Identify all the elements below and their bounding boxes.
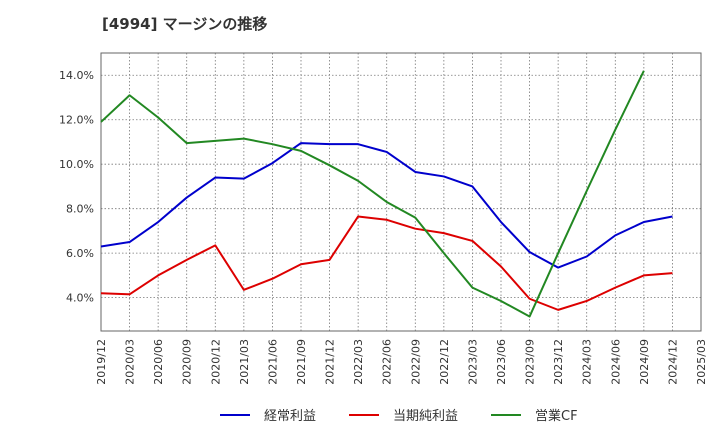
grid-lines (100, 53, 702, 331)
series-line (100, 142, 673, 269)
chart-title: [4994] マージンの推移 (102, 15, 268, 33)
x-tick-label: 2021/12 (324, 339, 337, 385)
y-tick-label: 6.0% (66, 247, 94, 260)
series-lines (100, 70, 673, 318)
x-tick-label: 2020/06 (152, 339, 165, 385)
x-tick-label: 2021/03 (238, 339, 251, 385)
x-tick-label: 2023/06 (495, 339, 508, 385)
y-tick-label: 4.0% (66, 292, 94, 305)
x-tick-label: 2024/03 (581, 339, 594, 385)
x-tick-label: 2019/12 (95, 339, 108, 385)
y-tick-label: 8.0% (66, 203, 94, 216)
x-tick-label: 2021/06 (266, 339, 279, 385)
y-tick-label: 10.0% (59, 158, 94, 171)
legend-label: 営業CF (535, 408, 578, 424)
x-tick-label: 2022/12 (438, 339, 451, 385)
x-tick-label: 2024/12 (666, 339, 679, 385)
x-tick-label: 2020/03 (124, 339, 137, 385)
y-tick-label: 14.0% (59, 69, 94, 82)
legend: 経常利益 当期純利益 営業CF (220, 408, 578, 424)
series-line (100, 215, 673, 311)
x-tick-label: 2020/09 (181, 339, 194, 385)
x-axis-tick-labels: 2019/12 2020/03 2020/06 2020/09 2020/12 2021/… (95, 339, 708, 385)
x-tick-label: 2021/09 (295, 339, 308, 385)
legend-label: 当期純利益 (393, 409, 458, 424)
y-axis-tick-labels: 4.0% 6.0% 8.0% 10.0% 12.0% 14.0% (59, 69, 94, 304)
x-tick-label: 2023/03 (466, 339, 479, 385)
x-tick-label: 2022/06 (381, 339, 394, 385)
plot-area-border (100, 52, 702, 332)
x-tick-label: 2025/03 (695, 339, 708, 385)
x-tick-label: 2022/09 (409, 339, 422, 385)
series-line (100, 70, 645, 318)
x-tick-label: 2022/03 (352, 339, 365, 385)
x-tick-label: 2023/09 (524, 339, 537, 385)
x-tick-label: 2024/09 (638, 339, 651, 385)
x-tick-label: 2020/12 (209, 339, 222, 385)
legend-label: 経常利益 (264, 409, 316, 424)
y-tick-label: 12.0% (59, 114, 94, 127)
x-tick-label: 2024/06 (609, 339, 622, 385)
x-tick-label: 2023/12 (552, 339, 565, 385)
